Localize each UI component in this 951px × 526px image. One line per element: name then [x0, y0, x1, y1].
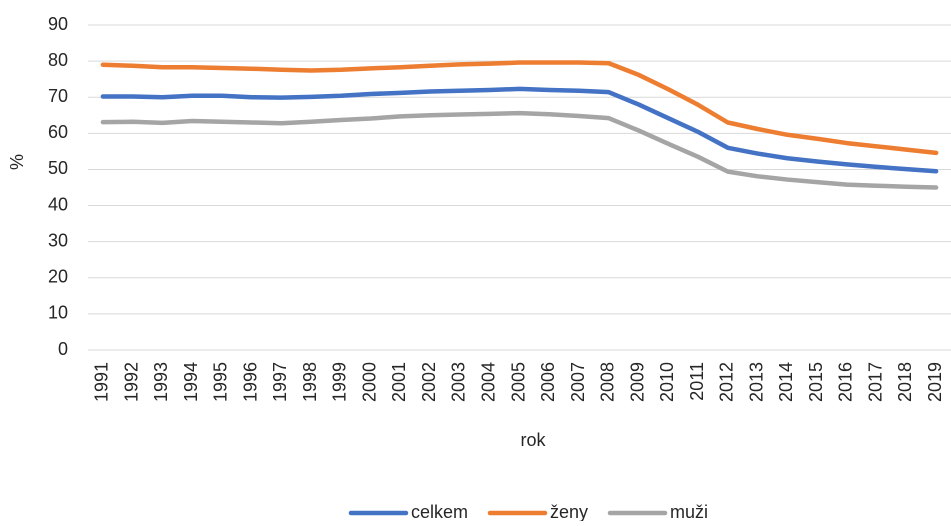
x-tick-label: 2001 — [389, 362, 409, 402]
x-tick-label: 2017 — [865, 362, 885, 402]
x-tick-label: 2003 — [449, 362, 469, 402]
x-tick-label: 1991 — [92, 362, 112, 402]
x-tick-label: 2010 — [657, 362, 677, 402]
x-tick-label: 1994 — [181, 362, 201, 402]
x-tick-label: 2009 — [627, 362, 647, 402]
y-tick-label: 80 — [48, 50, 68, 70]
x-tick-label: 2018 — [895, 362, 915, 402]
y-tick-label: 90 — [48, 14, 68, 34]
y-tick-label: 10 — [48, 303, 68, 323]
x-tick-label: 2011 — [687, 362, 707, 401]
x-tick-label: 2015 — [806, 362, 826, 402]
x-tick-label: 1995 — [211, 362, 231, 402]
y-tick-label: 20 — [48, 267, 68, 287]
x-tick-label: 2005 — [508, 362, 528, 402]
x-tick-label: 1998 — [300, 362, 320, 402]
x-tick-label: 2000 — [359, 362, 379, 402]
x-tick-label: 2008 — [598, 362, 618, 402]
x-tick-label: 1997 — [270, 362, 290, 402]
x-tick-label: 2002 — [419, 362, 439, 402]
x-tick-label: 2014 — [776, 362, 796, 402]
x-tick-label: 1999 — [330, 362, 350, 402]
x-tick-label: 1992 — [121, 362, 141, 402]
y-tick-label: 70 — [48, 86, 68, 106]
x-tick-label: 2016 — [836, 362, 856, 402]
y-tick-label: 30 — [48, 230, 68, 250]
x-tick-label: 2007 — [568, 362, 588, 402]
x-tick-label: 2013 — [746, 362, 766, 402]
x-tick-label: 1993 — [151, 362, 171, 402]
legend-label: ženy — [550, 502, 588, 521]
y-tick-label: 0 — [58, 339, 68, 359]
x-tick-label: 2006 — [538, 362, 558, 402]
line-series — [100, 60, 939, 156]
x-tick-label: 2012 — [717, 362, 737, 402]
y-tick-label: 60 — [48, 122, 68, 142]
x-tick-label: 2019 — [925, 362, 945, 402]
y-axis-title: % — [7, 154, 27, 170]
x-tick-label: 2004 — [478, 362, 498, 402]
y-tick-label: 50 — [48, 158, 68, 178]
x-tick-label: 1996 — [240, 362, 260, 402]
line-series — [100, 86, 939, 174]
x-axis-title: rok — [520, 430, 546, 450]
legend-label: muži — [670, 502, 708, 521]
legend-label: celkem — [411, 502, 468, 521]
y-tick-label: 40 — [48, 194, 68, 214]
line-series — [100, 110, 939, 190]
